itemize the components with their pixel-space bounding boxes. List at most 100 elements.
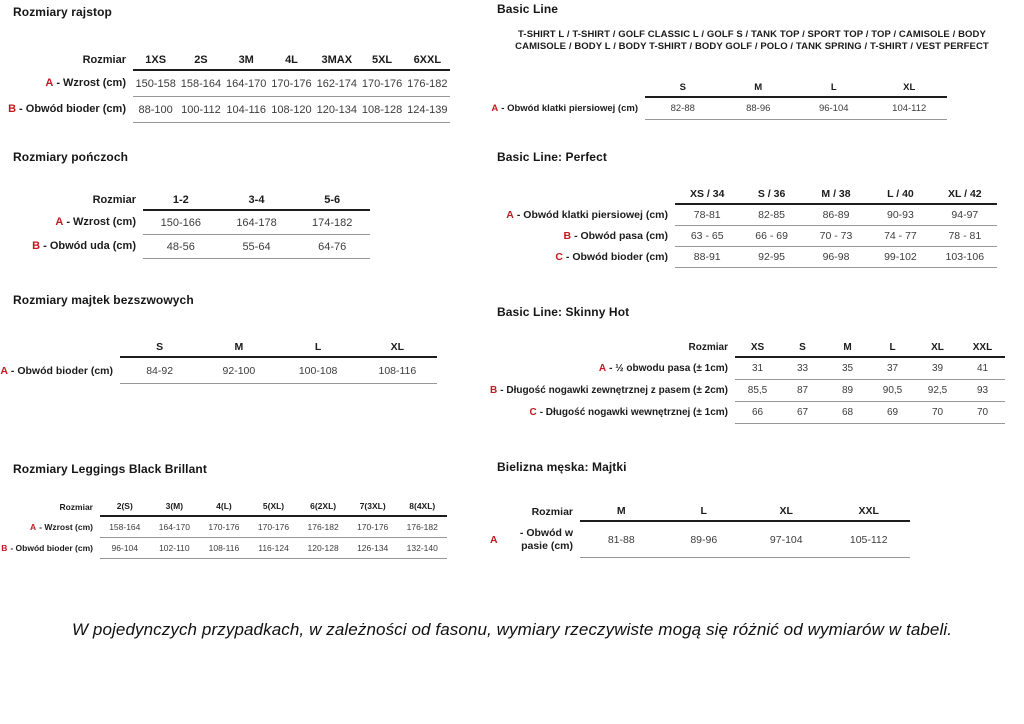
size-table-basic-line: S M L XL A - Obwód klatki piersiowej (cm) 82-8… bbox=[490, 78, 947, 120]
table-row: A- ½ obwodu pasa (± 1cm) 31 33 35 37 39 41 bbox=[490, 358, 1005, 380]
value-cell: 93 bbox=[976, 385, 989, 396]
column-header: 5-6 bbox=[324, 194, 341, 206]
row-label: A- Obwód klatki piersiowej (cm) bbox=[491, 103, 638, 115]
header-cells: 1XS 2S 3M 4L 3MAX 5XL 6XXL bbox=[133, 51, 450, 71]
row-cells: 85,5 87 89 90,5 92,5 93 bbox=[735, 380, 1005, 402]
value-cell: 48-56 bbox=[166, 240, 195, 253]
value-cell: 88-91 bbox=[693, 251, 721, 263]
value-cell: 37 bbox=[886, 363, 899, 374]
value-cell: 96-104 bbox=[111, 543, 139, 553]
row-cells: 88-100 100-112 104-116 108-120 120-134 108-12… bbox=[133, 97, 450, 123]
measure-letter: A bbox=[55, 216, 64, 229]
measure-letter: A bbox=[30, 522, 37, 533]
header-cells: M L XL XXL bbox=[580, 502, 910, 522]
value-cell: 108-128 bbox=[361, 103, 403, 116]
row-cells: 63 - 65 66 - 69 70 - 73 74 - 77 78 - 81 bbox=[675, 226, 997, 247]
table-header-row: S M L XL bbox=[0, 338, 437, 358]
row-label: B- Obwód uda (cm) bbox=[32, 240, 136, 253]
value-cell: 116-124 bbox=[258, 543, 289, 553]
value-cell: 164-170 bbox=[158, 522, 190, 532]
measure-letter: A bbox=[45, 77, 54, 90]
column-header: L bbox=[830, 81, 837, 93]
row-label: C- Długość nogawki wewnętrznej (± 1cm) bbox=[529, 407, 728, 418]
value-cell: 100-108 bbox=[298, 364, 338, 377]
value-cell: 120-128 bbox=[307, 543, 339, 553]
value-cell: 63 - 65 bbox=[690, 230, 724, 242]
size-table-skinny-hot: Rozmiar XS S M L XL XXL A - ½ obwodu pasa (± 1cm… bbox=[490, 338, 1005, 424]
column-header: 2S bbox=[194, 54, 208, 66]
row-cells: 66 67 68 69 70 70 bbox=[735, 402, 1005, 424]
column-header: XL / 42 bbox=[947, 188, 982, 200]
value-cell: 176-182 bbox=[307, 522, 339, 532]
value-cell: 150-166 bbox=[160, 216, 202, 229]
value-cell: 82-88 bbox=[670, 103, 695, 114]
value-cell: 92-95 bbox=[758, 251, 786, 263]
header-cells: XS / 34 S / 36 M / 38 L / 40 XL / 42 bbox=[675, 185, 997, 205]
size-column-label: Rozmiar bbox=[531, 505, 573, 518]
row-label: A- Wzrost (cm) bbox=[45, 77, 126, 90]
column-header: 4(L) bbox=[216, 501, 232, 511]
column-header: M bbox=[843, 341, 852, 353]
section-title: Basic Line: Skinny Hot bbox=[497, 305, 630, 319]
size-column-label: Rozmiar bbox=[92, 194, 136, 207]
table-header-row: Rozmiar 2(S) 3(M) 4(L) 5(XL) 6(2XL) 7(3XL) 8(4X… bbox=[0, 497, 447, 517]
column-header: 5XL bbox=[371, 54, 393, 66]
value-cell: 176-182 bbox=[406, 522, 438, 532]
row-cells: 82-88 88-96 96-104 104-112 bbox=[645, 98, 947, 120]
size-column-label: Rozmiar bbox=[82, 54, 126, 67]
measure-letter: A bbox=[0, 364, 8, 377]
row-label: B- Obwód pasa (cm) bbox=[563, 230, 668, 243]
section-ponczochy: Rozmiary pończoch Rozmiar 1-2 3-4 5-6 A - Wzr… bbox=[0, 150, 370, 259]
section-title: Basic Line bbox=[497, 2, 559, 16]
value-cell: 70 - 73 bbox=[819, 230, 853, 242]
value-cell: 162-174 bbox=[316, 77, 357, 90]
table-row: B- Obwód bioder (cm) 88-100 100-112 104-116… bbox=[0, 97, 450, 123]
value-cell: 158-164 bbox=[109, 522, 141, 532]
size-column-label bbox=[0, 338, 120, 358]
value-cell: 70 bbox=[931, 407, 944, 418]
value-cell: 90-93 bbox=[886, 209, 914, 221]
value-cell: 87 bbox=[796, 385, 809, 396]
size-table-majtki-meskie: Rozmiar M L XL XXL A - Obwód w pasie (cm) 81-88… bbox=[490, 502, 910, 558]
table-row: B- Długość nogawki zewnętrznej z pasem (… bbox=[490, 380, 1005, 402]
table-row: B- Obwód bioder (cm) 96-104 102-110 108-116… bbox=[0, 538, 447, 559]
value-cell: 104-112 bbox=[892, 103, 927, 114]
value-cell: 97-104 bbox=[769, 533, 803, 546]
measure-letter: A bbox=[490, 533, 498, 546]
column-header: L bbox=[889, 341, 896, 353]
size-table-leggings: Rozmiar 2(S) 3(M) 4(L) 5(XL) 6(2XL) 7(3XL) 8(4X… bbox=[0, 497, 447, 559]
section-title: Rozmiary majtek bezszwowych bbox=[13, 293, 194, 307]
value-cell: 33 bbox=[796, 363, 809, 374]
section-rajstopy: Rozmiary rajstop Rozmiar 1XS 2S 3M 4L 3MAX 5XL… bbox=[0, 5, 450, 123]
column-header: 3MAX bbox=[321, 54, 353, 66]
size-column-label bbox=[490, 78, 645, 98]
measure-letter: A bbox=[491, 103, 499, 115]
value-cell: 69 bbox=[886, 407, 899, 418]
column-header: 2(S) bbox=[116, 501, 133, 511]
row-cells: 158-164 164-170 170-176 170-176 176-182 170-1… bbox=[100, 517, 447, 538]
column-header: XL bbox=[779, 505, 793, 517]
column-header: L / 40 bbox=[887, 188, 914, 200]
table-header-row: XS / 34 S / 36 M / 38 L / 40 XL / 42 bbox=[490, 185, 997, 205]
value-cell: 70 bbox=[976, 407, 989, 418]
row-label: A- ½ obwodu pasa (± 1cm) bbox=[598, 363, 728, 374]
section-title: Bielizna męska: Majtki bbox=[497, 460, 627, 474]
value-cell: 67 bbox=[796, 407, 809, 418]
row-label: B- Długość nogawki zewnętrznej z pasem (… bbox=[490, 385, 728, 396]
column-header: XL bbox=[903, 81, 916, 93]
value-cell: 82-85 bbox=[758, 209, 786, 221]
row-label: B- Obwód bioder (cm) bbox=[8, 103, 126, 116]
row-cells: 48-56 55-64 64-76 bbox=[143, 235, 370, 259]
product-list-line-1: T-SHIRT L / T-SHIRT / GOLF CLASSIC L / G… bbox=[518, 29, 986, 40]
table-row: A- Obwód klatki piersiowej (cm) 78-81 82-8… bbox=[490, 205, 997, 226]
value-cell: 81-88 bbox=[607, 533, 635, 546]
table-row: A- Wzrost (cm) 150-158 158-164 164-170 170-1… bbox=[0, 71, 450, 97]
size-table-perfect: XS / 34 S / 36 M / 38 L / 40 XL / 42 A - Obwód… bbox=[490, 185, 997, 268]
value-cell: 170-176 bbox=[357, 522, 389, 532]
value-cell: 66 - 69 bbox=[755, 230, 788, 242]
column-header: 1-2 bbox=[172, 194, 189, 206]
value-cell: 124-139 bbox=[407, 103, 448, 116]
value-cell: 66 bbox=[751, 407, 764, 418]
value-cell: 126-134 bbox=[357, 543, 389, 553]
